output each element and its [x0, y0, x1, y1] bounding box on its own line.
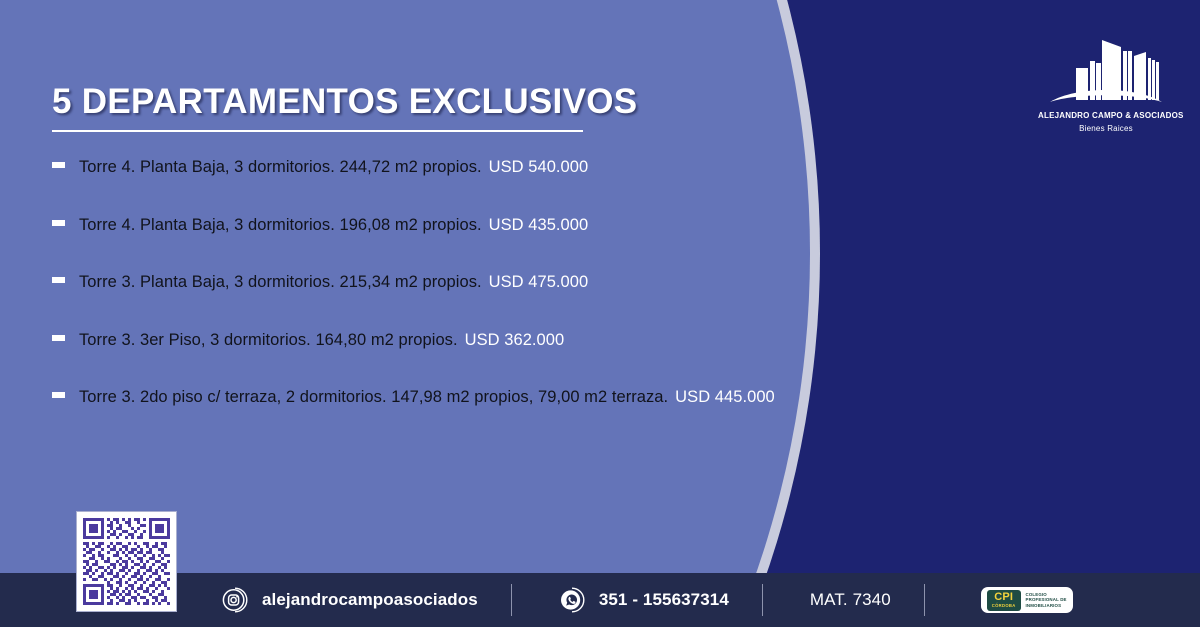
whatsapp-icon: [560, 587, 585, 613]
whatsapp-contact[interactable]: 351 - 155637314: [558, 573, 729, 627]
title-underline: [52, 129, 583, 132]
bullet-dash-icon: [52, 392, 65, 398]
listing-description: Torre 4. Planta Baja, 3 dormitorios. 244…: [79, 158, 482, 176]
list-item: Torre 3. 3er Piso, 3 dormitorios. 164,80…: [52, 331, 1052, 350]
listing-description: Torre 3. 3er Piso, 3 dormitorios. 164,80…: [79, 330, 458, 349]
bullet-dash-icon: [52, 277, 65, 283]
cpi-fullname: COLEGIO PROFESIONAL DE INMOBILIARIOS: [1026, 592, 1067, 609]
listing-price: USD 362.000: [464, 330, 565, 349]
listing-list: Torre 4. Planta Baja, 3 dormitorios. 244…: [52, 158, 1052, 446]
brand-name: ALEJANDRO CAMPO & ASOCIADOS: [1038, 111, 1184, 120]
cpi-line-3: INMOBILIARIOS: [1025, 602, 1062, 608]
qr-code-matrix: [83, 518, 170, 605]
page-title: 5 DEPARTAMENTOS EXCLUSIVOS: [52, 82, 638, 121]
footer-divider: [761, 584, 763, 616]
listing-description: Torre 4. Planta Baja, 3 dormitorios. 196…: [79, 215, 482, 234]
bullet-dash-icon: [52, 162, 65, 168]
list-item: Torre 3. 2do piso c/ terraza, 2 dormitor…: [52, 388, 1052, 407]
skyline-buildings-icon: [1050, 40, 1162, 102]
matricula-number: MAT. 7340: [809, 590, 891, 609]
cpi-city: CÓRDOBA: [991, 602, 1016, 608]
listing-price: USD 475.000: [488, 273, 589, 291]
listing-description: Torre 3. Planta Baja, 3 dormitorios. 215…: [79, 273, 482, 291]
cpi-line-1: COLEGIO: [1025, 591, 1047, 597]
list-item: Torre 3. Planta Baja, 3 dormitorios. 215…: [52, 273, 1052, 292]
brand-logo: ALEJANDRO CAMPO & ASOCIADOS Bienes Raice…: [1038, 28, 1184, 133]
cpi-line-2: PROFESIONAL DE: [1025, 597, 1067, 603]
listing-price: USD 435.000: [488, 215, 589, 234]
list-item: Torre 4. Planta Baja, 3 dormitorios. 244…: [52, 158, 1052, 177]
title-block: 5 DEPARTAMENTOS EXCLUSIVOS: [52, 82, 752, 132]
cpi-mark: CPI CÓRDOBA: [986, 589, 1021, 611]
brand-tagline: Bienes Raices: [1079, 124, 1133, 133]
cpi-badge: CPI CÓRDOBA COLEGIO PROFESIONAL DE INMOB…: [980, 587, 1073, 613]
matricula-block: MAT. 7340: [810, 573, 891, 627]
cpi-initials: CPI: [994, 590, 1014, 603]
instagram-handle: alejandrocampoasociados: [262, 590, 478, 609]
footer-divider: [923, 584, 925, 616]
qr-code[interactable]: [76, 511, 177, 612]
bullet-dash-icon: [52, 334, 65, 341]
instagram-icon: [222, 587, 248, 613]
listing-description: Torre 3. 2do piso c/ terraza, 2 dormitor…: [79, 388, 669, 406]
listing-price: USD 540.000: [488, 158, 589, 176]
bullet-dash-icon: [52, 219, 65, 226]
footer-divider: [510, 584, 512, 616]
listing-price: USD 445.000: [675, 388, 775, 406]
instagram-contact[interactable]: alejandrocampoasociados: [221, 573, 478, 627]
list-item: Torre 4. Planta Baja, 3 dormitorios. 196…: [52, 216, 1052, 235]
phone-number: 351 - 155637314: [598, 590, 729, 609]
footer: alejandrocampoasociados 351 - 155637314 …: [0, 573, 1200, 627]
cpi-logo: CPI CÓRDOBA COLEGIO PROFESIONAL DE INMOB…: [980, 573, 1073, 627]
